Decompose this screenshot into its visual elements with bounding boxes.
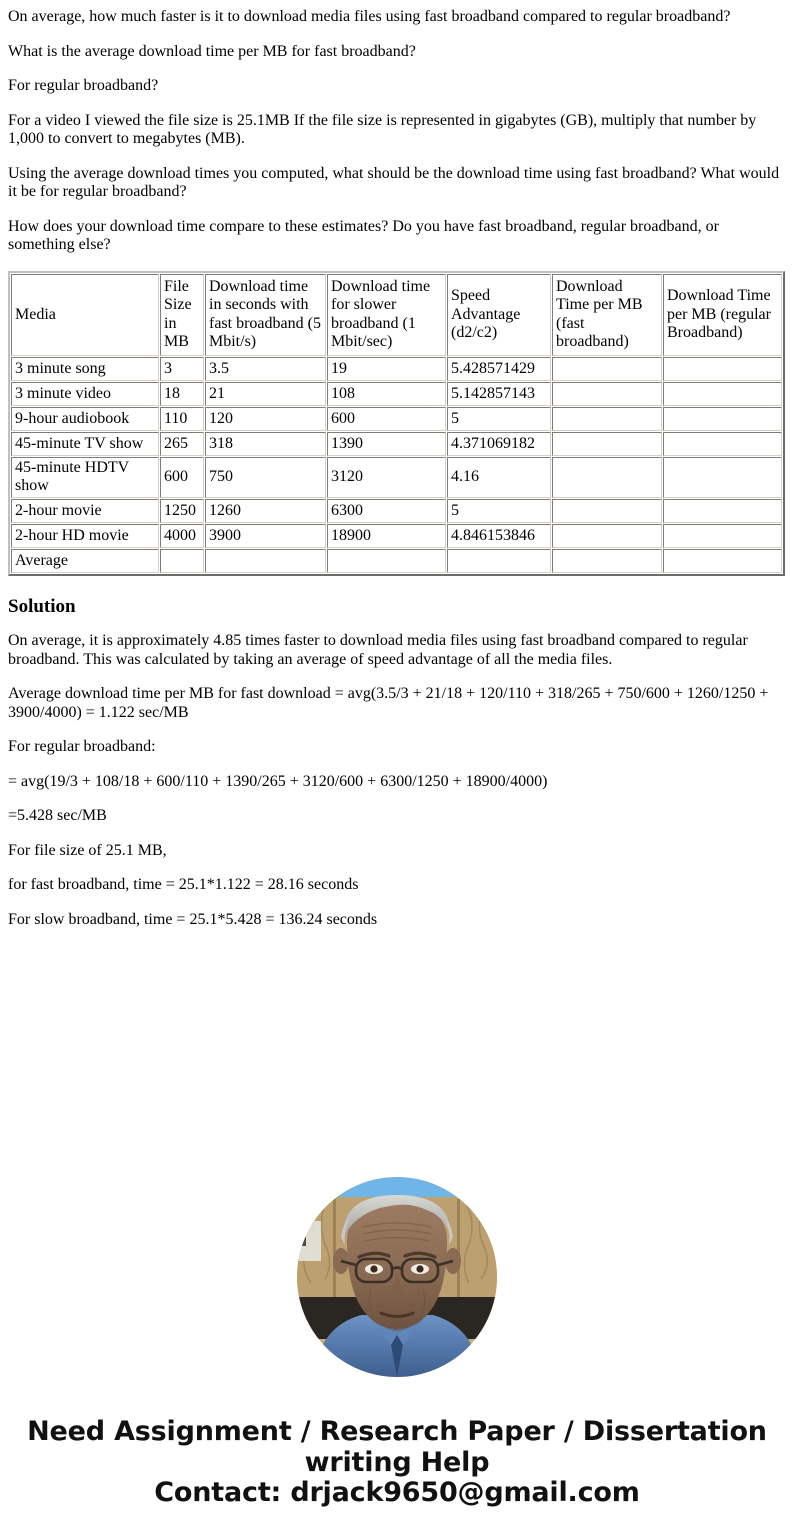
table-cell-permb-fast bbox=[552, 406, 662, 431]
question-paragraph: How does your download time compare to t… bbox=[8, 217, 719, 254]
table-cell-size: 4000 bbox=[160, 524, 204, 549]
table-header-cell: File Size in MB bbox=[160, 273, 204, 356]
question-paragraph: Using the average download times you com… bbox=[8, 164, 780, 201]
table-cell-size: 1250 bbox=[160, 499, 204, 524]
table-cell-media: 2-hour movie bbox=[11, 499, 159, 524]
table-cell-fast: 21 bbox=[205, 381, 326, 406]
table-cell-permb-regular bbox=[663, 549, 782, 574]
table-cell-speed-advantage: 5 bbox=[447, 499, 551, 524]
table-cell-media: Average bbox=[11, 549, 159, 574]
table-cell-media: 3 minute song bbox=[11, 356, 159, 381]
table-row: 3 minute song 3 3.5 19 5.428571429 bbox=[11, 356, 782, 381]
table-cell-slow: 600 bbox=[327, 406, 446, 431]
question-paragraph: On average, how much faster is it to dow… bbox=[8, 8, 731, 25]
table-header-cell: Download time in seconds with fast broad… bbox=[205, 273, 326, 356]
table-header-cell: Media bbox=[11, 273, 159, 356]
solution-paragraph: On average, it is approximately 4.85 tim… bbox=[8, 632, 748, 668]
table-cell-speed-advantage bbox=[447, 549, 551, 574]
solution-paragraph: for fast broadband, time = 25.1*1.122 = … bbox=[8, 876, 359, 894]
table-cell-permb-fast bbox=[552, 381, 662, 406]
question-paragraph: For regular broadband? bbox=[8, 77, 159, 95]
table-row: 2-hour HD movie 4000 3900 18900 4.846153… bbox=[11, 524, 782, 549]
table-cell-permb-regular bbox=[663, 406, 782, 431]
table-cell-fast: 1260 bbox=[205, 499, 326, 524]
avatar bbox=[297, 1177, 497, 1378]
solution-heading: Solution bbox=[8, 596, 76, 618]
contact-line-2: writing Help bbox=[304, 1446, 490, 1478]
portrait-photo-icon bbox=[297, 1177, 497, 1378]
table-cell-media: 45-minute TV show bbox=[11, 431, 159, 456]
table-cell-permb-fast bbox=[552, 356, 662, 381]
media-download-table: Media File Size in MB Download time in s… bbox=[8, 270, 785, 577]
table-cell-permb-regular bbox=[663, 456, 782, 499]
question-paragraph: What is the average download time per MB… bbox=[8, 42, 416, 60]
table-cell-permb-fast bbox=[552, 499, 662, 524]
table-cell-size: 265 bbox=[160, 431, 204, 456]
solution-section: Solution On average, it is approximately… bbox=[8, 582, 786, 937]
contact-line-1: Need Assignment / Research Paper / Disse… bbox=[27, 1416, 767, 1448]
table-cell-media: 2-hour HD movie bbox=[11, 524, 159, 549]
table-cell-fast: 3900 bbox=[205, 524, 326, 549]
table-cell-size: 18 bbox=[160, 381, 204, 406]
table-cell-permb-fast bbox=[552, 524, 662, 549]
table-cell-speed-advantage: 4.371069182 bbox=[447, 431, 551, 456]
table-cell-media: 45-minute HDTV show bbox=[11, 456, 159, 499]
table-cell-speed-advantage: 5.142857143 bbox=[447, 381, 551, 406]
solution-paragraph: For slow broadband, time = 25.1*5.428 = … bbox=[8, 910, 378, 928]
table-header-cell: Speed Advantage (d2/c2) bbox=[447, 273, 551, 356]
table-row-average: Average bbox=[11, 549, 782, 574]
media-download-table-wrapper: Media File Size in MB Download time in s… bbox=[8, 263, 786, 582]
table-cell-permb-fast bbox=[552, 549, 662, 574]
table-cell-fast: 3.5 bbox=[205, 356, 326, 381]
table-row: 45-minute TV show 265 318 1390 4.3710691… bbox=[11, 431, 782, 456]
questions-section: On average, how much faster is it to dow… bbox=[8, 0, 786, 263]
table-cell-size bbox=[160, 549, 204, 574]
table-header-row: Media File Size in MB Download time in s… bbox=[11, 273, 782, 356]
solution-paragraph: =5.428 sec/MB bbox=[8, 807, 107, 825]
table-cell-size: 110 bbox=[160, 406, 204, 431]
solution-paragraph: = avg(19/3 + 108/18 + 600/110 + 1390/265… bbox=[8, 772, 548, 790]
table-row: 3 minute video 18 21 108 5.142857143 bbox=[11, 381, 782, 406]
table-cell-fast: 318 bbox=[205, 431, 326, 456]
table-cell-permb-fast bbox=[552, 431, 662, 456]
table-cell-fast bbox=[205, 549, 326, 574]
solution-paragraph: For file size of 25.1 MB, bbox=[8, 841, 167, 859]
table-cell-permb-regular bbox=[663, 356, 782, 381]
contact-line-3: Contact: drjack9650@gmail.com bbox=[154, 1476, 640, 1508]
table-cell-slow: 18900 bbox=[327, 524, 446, 549]
solution-paragraph: Average download time per MB for fast do… bbox=[8, 685, 769, 721]
table-cell-size: 3 bbox=[160, 356, 204, 381]
table-cell-size: 600 bbox=[160, 456, 204, 499]
table-cell-permb-regular bbox=[663, 524, 782, 549]
table-cell-slow: 108 bbox=[327, 381, 446, 406]
table-row: 9-hour audiobook 110 120 600 5 bbox=[11, 406, 782, 431]
table-row: 45-minute HDTV show 600 750 3120 4.16 bbox=[11, 456, 782, 499]
table-cell-slow: 3120 bbox=[327, 456, 446, 499]
table-cell-media: 9-hour audiobook bbox=[11, 406, 159, 431]
table-cell-slow bbox=[327, 549, 446, 574]
table-cell-slow: 1390 bbox=[327, 431, 446, 456]
table-cell-slow: 19 bbox=[327, 356, 446, 381]
solution-paragraph: For regular broadband: bbox=[8, 738, 156, 756]
contact-block: Need Assignment / Research Paper / Disse… bbox=[8, 1377, 786, 1520]
table-header-cell: Download Time per MB (regular Broadband) bbox=[663, 273, 782, 356]
table-cell-permb-regular bbox=[663, 499, 782, 524]
table-cell-speed-advantage: 5 bbox=[447, 406, 551, 431]
table-header-cell: Download Time per MB (fast broadband) bbox=[552, 273, 662, 356]
question-paragraph: For a video I viewed the file size is 25… bbox=[8, 111, 757, 148]
table-cell-permb-fast bbox=[552, 456, 662, 499]
table-cell-fast: 750 bbox=[205, 456, 326, 499]
table-row: 2-hour movie 1250 1260 6300 5 bbox=[11, 499, 782, 524]
avatar-block bbox=[8, 937, 786, 1378]
table-cell-speed-advantage: 4.16 bbox=[447, 456, 551, 499]
table-cell-permb-regular bbox=[663, 381, 782, 406]
table-cell-media: 3 minute video bbox=[11, 381, 159, 406]
table-cell-slow: 6300 bbox=[327, 499, 446, 524]
table-cell-permb-regular bbox=[663, 431, 782, 456]
table-cell-fast: 120 bbox=[205, 406, 326, 431]
table-cell-speed-advantage: 5.428571429 bbox=[447, 356, 551, 381]
table-header-cell: Download time for slower broadband (1 Mb… bbox=[327, 273, 446, 356]
table-cell-speed-advantage: 4.846153846 bbox=[447, 524, 551, 549]
